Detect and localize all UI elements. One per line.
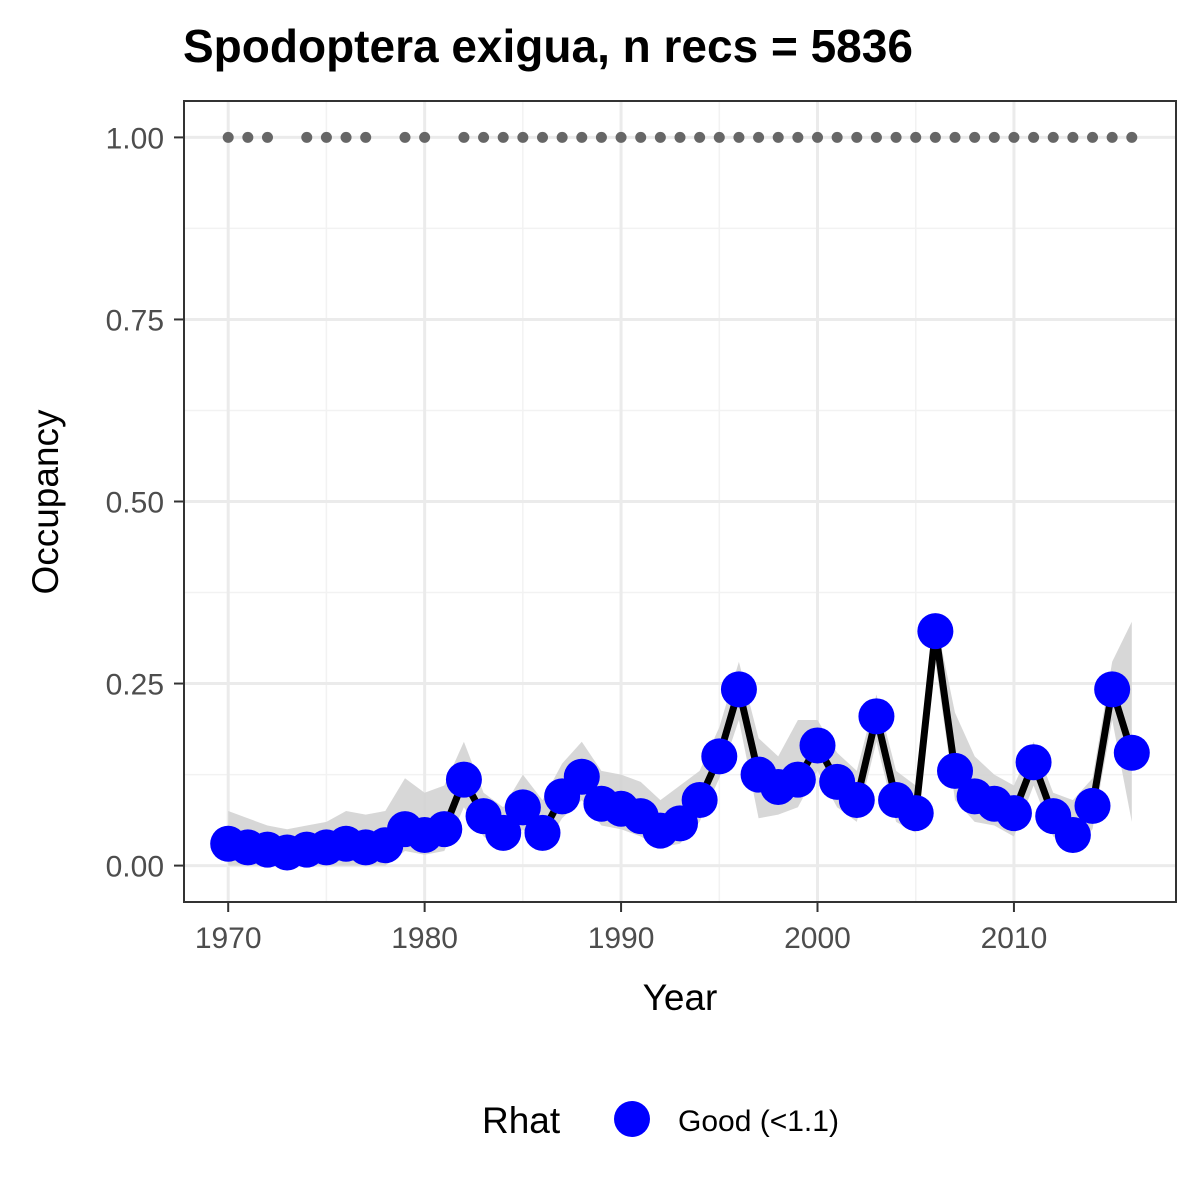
record-year-dot — [595, 131, 607, 143]
occupancy-point — [1094, 671, 1131, 708]
record-year-dot — [556, 131, 568, 143]
legend: Rhat Good (<1.1) — [482, 1100, 839, 1141]
record-dots-layer — [222, 131, 1138, 143]
occupancy-point — [563, 758, 600, 795]
x-tick-label: 1970 — [195, 922, 262, 955]
record-year-dot — [497, 131, 509, 143]
x-axis: 1970 1980 1990 2000 2010 — [195, 902, 1047, 955]
occupancy-point — [485, 814, 522, 851]
occupancy-point — [1113, 734, 1150, 771]
record-year-dot — [890, 131, 902, 143]
record-year-dot — [831, 131, 843, 143]
record-year-dot — [1106, 131, 1118, 143]
record-year-dot — [792, 131, 804, 143]
y-tick-label: 0.25 — [106, 669, 164, 702]
record-year-dot — [870, 131, 882, 143]
record-year-dot — [517, 131, 529, 143]
y-axis: 0.00 0.25 0.50 0.75 1.00 — [106, 122, 184, 884]
record-year-dot — [1008, 131, 1020, 143]
y-tick-label: 0.75 — [106, 304, 164, 337]
record-year-dot — [458, 131, 470, 143]
x-tick-label: 1990 — [588, 922, 655, 955]
legend-swatch — [614, 1101, 650, 1137]
occupancy-point — [779, 761, 816, 798]
occupancy-point — [445, 761, 482, 798]
y-tick-label: 1.00 — [106, 122, 164, 155]
occupancy-point — [1054, 817, 1091, 854]
record-year-dot — [301, 131, 313, 143]
record-year-dot — [1087, 131, 1099, 143]
record-year-dot — [949, 131, 961, 143]
occupancy-point — [799, 727, 836, 764]
record-year-dot — [261, 131, 273, 143]
occupancy-point — [1015, 744, 1052, 781]
record-year-dot — [713, 131, 725, 143]
record-year-dot — [399, 131, 411, 143]
record-year-dot — [222, 131, 234, 143]
record-year-dot — [320, 131, 332, 143]
occupancy-point — [838, 782, 875, 819]
occupancy-point — [995, 795, 1032, 832]
occupancy-points-layer — [210, 613, 1150, 871]
record-year-dot — [1047, 131, 1059, 143]
record-year-dot — [635, 131, 647, 143]
occupancy-point — [524, 814, 561, 851]
record-year-dot — [419, 131, 431, 143]
record-year-dot — [772, 131, 784, 143]
record-year-dot — [733, 131, 745, 143]
record-year-dot — [654, 131, 666, 143]
y-tick-label: 0.50 — [106, 487, 164, 520]
x-tick-label: 2010 — [981, 922, 1048, 955]
occupancy-point — [858, 698, 895, 735]
record-year-dot — [340, 131, 352, 143]
record-year-dot — [674, 131, 686, 143]
record-year-dot — [1028, 131, 1040, 143]
record-year-dot — [694, 131, 706, 143]
record-year-dot — [478, 131, 490, 143]
chart-title: Spodoptera exigua, n recs = 5836 — [183, 20, 913, 72]
legend-title: Rhat — [482, 1100, 561, 1141]
occupancy-point — [701, 738, 738, 775]
record-year-dot — [851, 131, 863, 143]
record-year-dot — [969, 131, 981, 143]
x-tick-label: 1980 — [391, 922, 458, 955]
occupancy-point — [897, 795, 934, 832]
record-year-dot — [576, 131, 588, 143]
record-year-dot — [929, 131, 941, 143]
record-year-dot — [1126, 131, 1138, 143]
y-tick-label: 0.00 — [106, 851, 164, 884]
record-year-dot — [988, 131, 1000, 143]
occupancy-point — [504, 789, 541, 826]
occupancy-point — [937, 752, 974, 789]
record-year-dot — [1067, 131, 1079, 143]
record-year-dot — [812, 131, 824, 143]
record-year-dot — [615, 131, 627, 143]
record-year-dot — [910, 131, 922, 143]
occupancy-point — [681, 782, 718, 819]
record-year-dot — [242, 131, 254, 143]
legend-label-good: Good (<1.1) — [678, 1105, 839, 1138]
occupancy-point — [917, 613, 954, 650]
x-axis-title: Year — [643, 977, 718, 1018]
record-year-dot — [360, 131, 372, 143]
y-axis-title: Occupancy — [25, 409, 66, 595]
x-tick-label: 2000 — [784, 922, 851, 955]
record-year-dot — [536, 131, 548, 143]
record-year-dot — [753, 131, 765, 143]
occupancy-point — [1074, 787, 1111, 824]
occupancy-point — [426, 811, 463, 848]
occupancy-point — [720, 671, 757, 708]
